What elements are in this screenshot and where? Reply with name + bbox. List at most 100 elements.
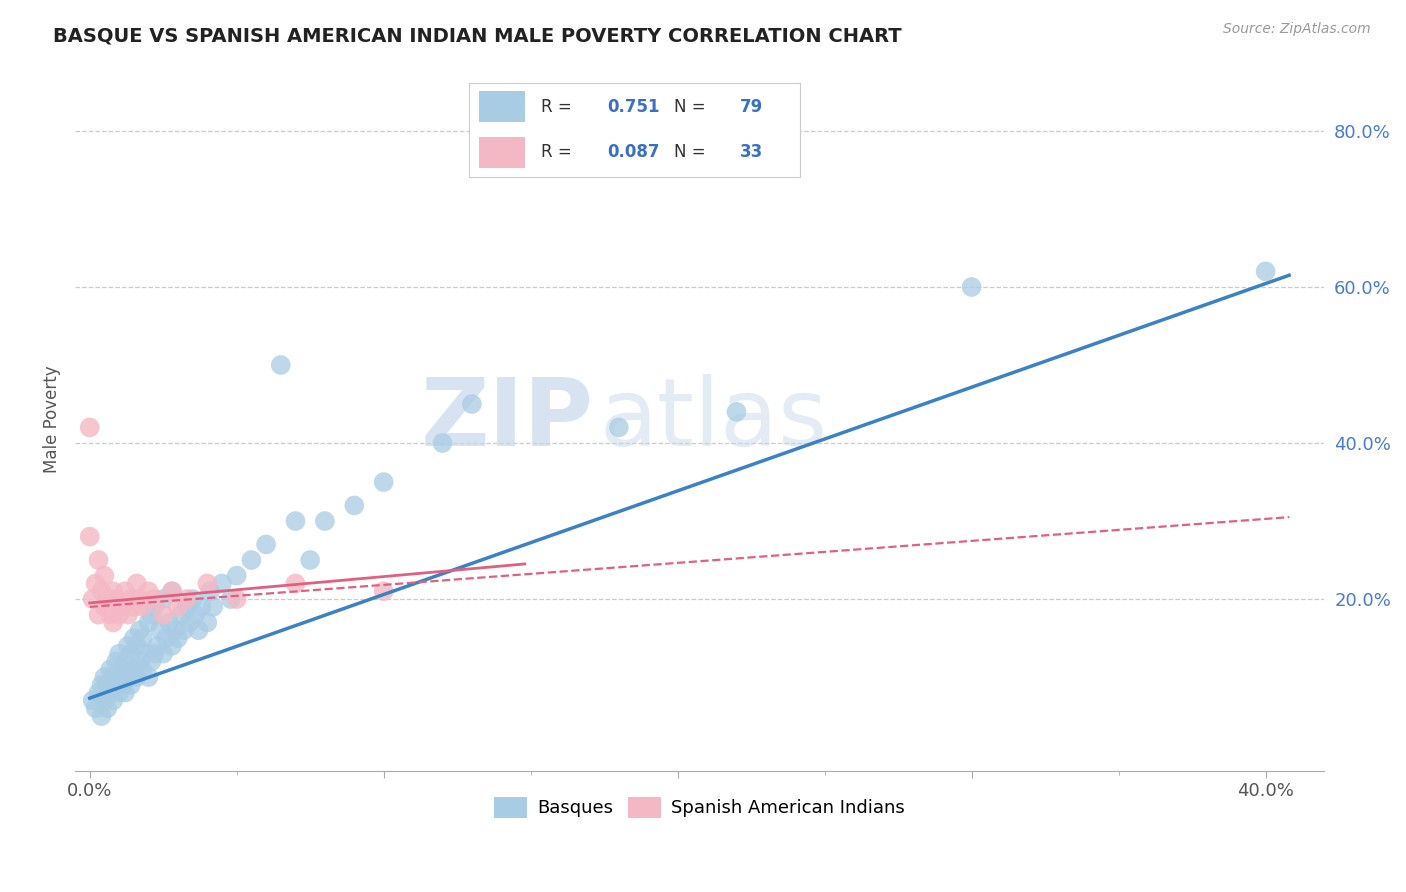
Point (128, 624, 150, 638)
Point (128, 592, 150, 607)
Point (167, 631, 190, 645)
Point (176, 599, 198, 614)
Point (122, 599, 145, 614)
Point (432, 436, 454, 450)
Point (103, 670, 125, 684)
Point (173, 624, 195, 638)
Point (108, 607, 131, 622)
Point (114, 686, 136, 700)
Point (122, 631, 145, 645)
Point (314, 514, 336, 528)
Point (184, 607, 207, 622)
Point (105, 655, 128, 669)
Point (105, 592, 128, 607)
Point (82, 693, 104, 707)
Point (90, 584, 112, 599)
Point (96, 592, 118, 607)
Point (270, 358, 292, 372)
Point (607, 420, 630, 434)
Point (108, 686, 131, 700)
Point (284, 576, 307, 591)
Point (160, 584, 183, 599)
Point (167, 599, 190, 614)
Point (93, 599, 115, 614)
Point (93, 670, 115, 684)
Point (152, 647, 174, 661)
Point (87, 553, 110, 567)
Point (96, 701, 118, 715)
Point (117, 639, 139, 653)
Point (284, 514, 307, 528)
Point (190, 599, 212, 614)
Point (87, 686, 110, 700)
Point (103, 615, 125, 630)
Point (125, 576, 148, 591)
Point (373, 584, 395, 599)
Point (725, 405, 748, 419)
Point (120, 647, 142, 661)
Text: BASQUE VS SPANISH AMERICAN INDIAN MALE POVERTY CORRELATION CHART: BASQUE VS SPANISH AMERICAN INDIAN MALE P… (53, 27, 903, 45)
Point (141, 607, 163, 622)
Point (103, 693, 125, 707)
Point (1254, 264, 1277, 278)
Point (200, 584, 222, 599)
Point (93, 568, 115, 582)
Point (149, 624, 172, 638)
Point (160, 639, 183, 653)
Point (103, 584, 125, 599)
Point (195, 576, 218, 591)
Text: ZIP: ZIP (420, 374, 593, 466)
Point (111, 599, 134, 614)
Point (160, 584, 183, 599)
Point (98, 662, 121, 676)
Point (93, 693, 115, 707)
Point (87, 607, 110, 622)
Y-axis label: Male Poverty: Male Poverty (44, 366, 60, 474)
Point (461, 397, 484, 411)
Point (141, 655, 163, 669)
Point (131, 631, 153, 645)
Point (125, 639, 148, 653)
Point (108, 670, 131, 684)
Legend: Basques, Spanish American Indians: Basques, Spanish American Indians (486, 789, 912, 825)
Point (170, 607, 193, 622)
Point (254, 537, 277, 551)
Point (117, 670, 139, 684)
Point (152, 592, 174, 607)
Point (111, 678, 134, 692)
Point (120, 592, 142, 607)
Point (120, 678, 142, 692)
Point (225, 568, 247, 582)
Point (114, 655, 136, 669)
Point (143, 599, 166, 614)
Point (84, 701, 107, 715)
Point (122, 662, 145, 676)
Point (225, 592, 247, 607)
Point (181, 592, 204, 607)
Point (117, 607, 139, 622)
Point (128, 655, 150, 669)
Point (79, 420, 101, 434)
Point (219, 592, 242, 607)
Point (138, 615, 160, 630)
Point (98, 686, 121, 700)
Point (152, 607, 174, 622)
Point (108, 647, 131, 661)
Point (179, 615, 201, 630)
Point (157, 615, 180, 630)
Point (146, 639, 169, 653)
Point (240, 553, 263, 567)
Point (143, 592, 166, 607)
Point (143, 647, 166, 661)
Point (98, 607, 121, 622)
Point (202, 599, 225, 614)
Point (131, 662, 153, 676)
Point (90, 709, 112, 723)
Text: Source: ZipAtlas.com: Source: ZipAtlas.com (1223, 22, 1371, 37)
Point (176, 592, 198, 607)
Point (343, 499, 366, 513)
Point (125, 670, 148, 684)
Point (82, 592, 104, 607)
Point (96, 678, 118, 692)
Point (373, 475, 395, 489)
